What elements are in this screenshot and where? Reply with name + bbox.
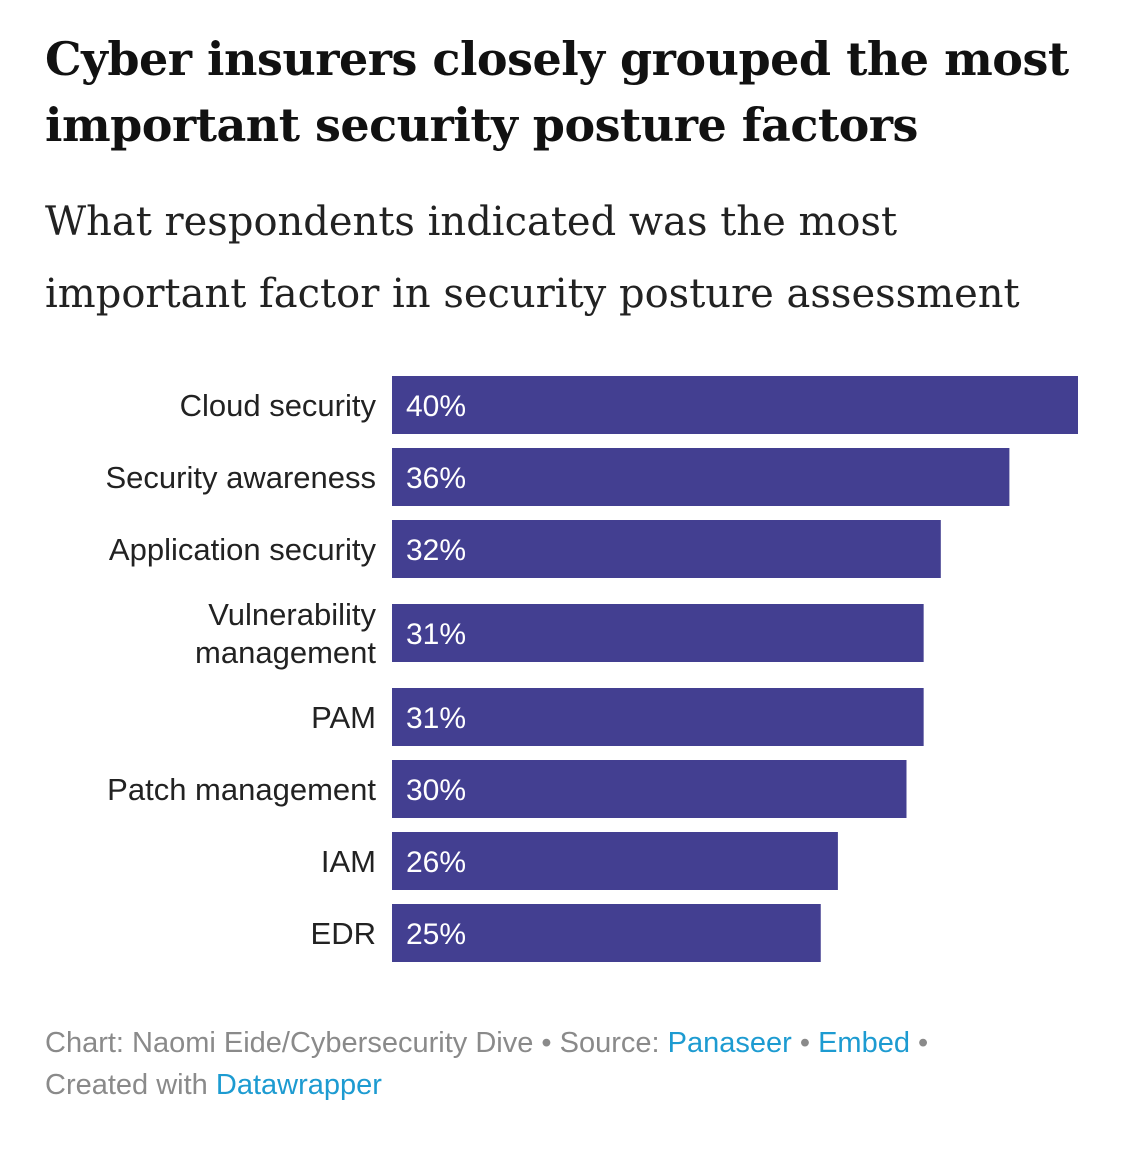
value-label: 31% [406,702,466,735]
separator: • [541,1027,552,1059]
category-label: management [195,635,376,670]
chart-subtitle: What respondents indicated was the most … [45,199,1020,317]
source-link[interactable]: Panaseer [667,1027,792,1059]
chart-credit: Chart: Naomi Eide/Cybersecurity Dive [45,1027,534,1059]
bar [392,904,821,962]
category-label: IAM [321,844,376,879]
source-label: Source: [559,1027,660,1059]
category-label: Application security [109,532,377,567]
bar [392,376,1078,434]
value-label: 26% [406,846,466,879]
bar [392,688,924,746]
value-label: 32% [406,534,466,567]
category-label: Security awareness [105,460,376,495]
separator: • [918,1027,929,1059]
bar [392,760,907,818]
category-label: PAM [311,700,376,735]
embed-link[interactable]: Embed [818,1027,910,1059]
bar [392,448,1010,506]
separator: • [799,1027,810,1059]
category-label: Patch management [107,772,376,807]
bar [392,604,924,662]
bar [392,520,941,578]
category-label: Cloud security [180,388,377,423]
created-with-text: Created with [45,1069,208,1101]
value-label: 30% [406,774,466,807]
value-label: 40% [406,390,466,423]
value-label: 36% [406,462,466,495]
category-label: EDR [311,916,376,951]
bar [392,832,838,890]
chart-title: Cyber insurers closely grouped the most … [45,32,1069,152]
category-label: Vulnerability [208,597,376,632]
bar-chart: 40% Cloud security 36% Security awareness 32… [105,376,1078,962]
value-label: 31% [406,618,466,651]
value-label: 25% [406,918,466,951]
datawrapper-link[interactable]: Datawrapper [215,1069,382,1101]
chart-footer: Chart: Naomi Eide/Cybersecurity Dive • S… [45,1022,1085,1106]
